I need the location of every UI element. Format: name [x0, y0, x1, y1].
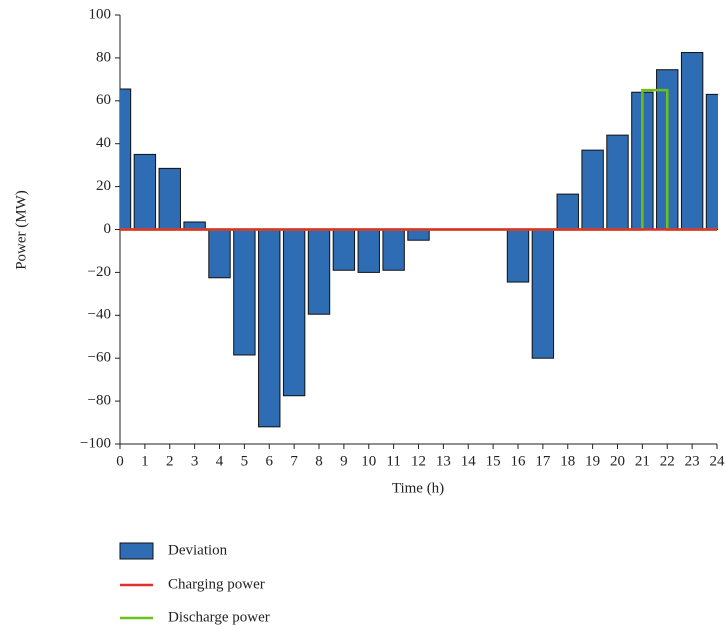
- x-tick-label: 18: [560, 453, 575, 469]
- bar: [606, 134, 629, 230]
- bar: [233, 229, 256, 356]
- x-tick-label: 20: [610, 453, 625, 469]
- y-tick-label: 0: [104, 221, 112, 237]
- bar: [208, 229, 231, 279]
- y-tick-label: −60: [88, 350, 111, 366]
- bar: [705, 93, 718, 230]
- bar: [133, 153, 157, 230]
- x-tick-label: 6: [266, 453, 274, 469]
- bar: [307, 229, 331, 315]
- x-tick-label: 5: [241, 453, 249, 469]
- bar: [120, 88, 132, 230]
- y-tick-label: −40: [88, 307, 111, 323]
- x-tick-label: 10: [361, 453, 376, 469]
- x-tick-label: 16: [511, 453, 527, 469]
- bar: [407, 229, 430, 241]
- legend-swatch: [119, 542, 154, 560]
- bar: [357, 229, 380, 273]
- x-tick-label: 19: [585, 453, 600, 469]
- x-tick-label: 11: [386, 453, 400, 469]
- plot-area: [120, 52, 718, 428]
- x-tick-label: 4: [216, 453, 224, 469]
- x-tick-label: 3: [191, 453, 199, 469]
- bar: [258, 229, 281, 428]
- bar: [382, 229, 405, 271]
- x-tick-label: 22: [660, 453, 675, 469]
- legend-label: Discharge power: [168, 609, 270, 625]
- x-tick-label: 9: [340, 453, 348, 469]
- legend-label: Deviation: [168, 542, 228, 558]
- y-tick-label: 60: [96, 92, 111, 108]
- y-tick-label: −100: [80, 435, 111, 451]
- y-tick-label: 80: [96, 49, 111, 65]
- x-tick-label: 1: [141, 453, 149, 469]
- x-tick-label: 17: [535, 453, 551, 469]
- bar: [332, 229, 356, 271]
- y-tick-label: −80: [88, 393, 111, 409]
- bar: [282, 229, 306, 397]
- x-tick-label: 24: [710, 453, 725, 469]
- x-tick-label: 12: [411, 453, 426, 469]
- y-tick-label: −20: [88, 264, 111, 280]
- y-tick-label: 40: [96, 135, 111, 151]
- bar: [531, 229, 555, 359]
- legend-label: Charging power: [168, 576, 265, 592]
- y-tick-label: 20: [96, 178, 111, 194]
- x-tick-label: 13: [436, 453, 451, 469]
- x-tick-label: 8: [315, 453, 323, 469]
- bar: [556, 193, 579, 230]
- bar: [581, 149, 604, 230]
- y-axis-label: Power (MW): [13, 190, 29, 270]
- x-tick-label: 21: [635, 453, 650, 469]
- bar: [158, 167, 181, 230]
- bar: [680, 52, 704, 230]
- bar: [506, 229, 530, 283]
- x-axis-label: Time (h): [392, 480, 444, 496]
- y-tick-label: 100: [89, 6, 112, 22]
- x-tick-label: 2: [166, 453, 174, 469]
- x-tick-label: 15: [486, 453, 501, 469]
- x-tick-label: 7: [290, 453, 298, 469]
- x-tick-label: 23: [685, 453, 700, 469]
- x-tick-label: 0: [116, 453, 124, 469]
- x-tick-label: 14: [461, 453, 477, 469]
